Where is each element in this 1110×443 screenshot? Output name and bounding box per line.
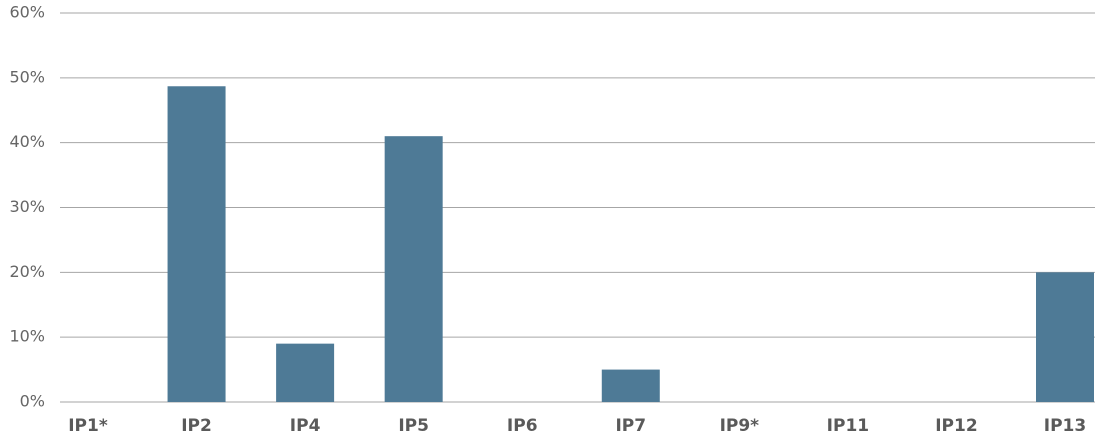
x-tick-label: IP5 <box>398 416 429 436</box>
x-tick-label: IP4 <box>290 416 321 436</box>
y-tick-label: 10% <box>9 327 45 346</box>
y-tick-label: 60% <box>9 3 45 22</box>
x-tick-label: IP6 <box>507 416 538 436</box>
bar <box>384 136 443 402</box>
y-tick-label: 40% <box>9 132 45 151</box>
y-tick-label: 30% <box>9 197 45 216</box>
x-tick-label: IP9* <box>720 416 760 436</box>
x-tick-label: IP13 <box>1044 416 1086 436</box>
y-tick-label: 50% <box>9 67 45 86</box>
bar <box>276 343 335 402</box>
bar <box>601 369 660 402</box>
x-tick-label: IP1* <box>68 416 108 436</box>
x-tick-label: IP12 <box>935 416 977 436</box>
x-tick-label: IP11 <box>827 416 869 436</box>
y-tick-label: 0% <box>20 392 45 411</box>
x-tick-label: IP2 <box>181 416 212 436</box>
bar <box>1036 272 1094 402</box>
bar <box>167 86 226 403</box>
y-tick-label: 20% <box>9 262 45 281</box>
x-tick-label: IP7 <box>615 416 646 436</box>
